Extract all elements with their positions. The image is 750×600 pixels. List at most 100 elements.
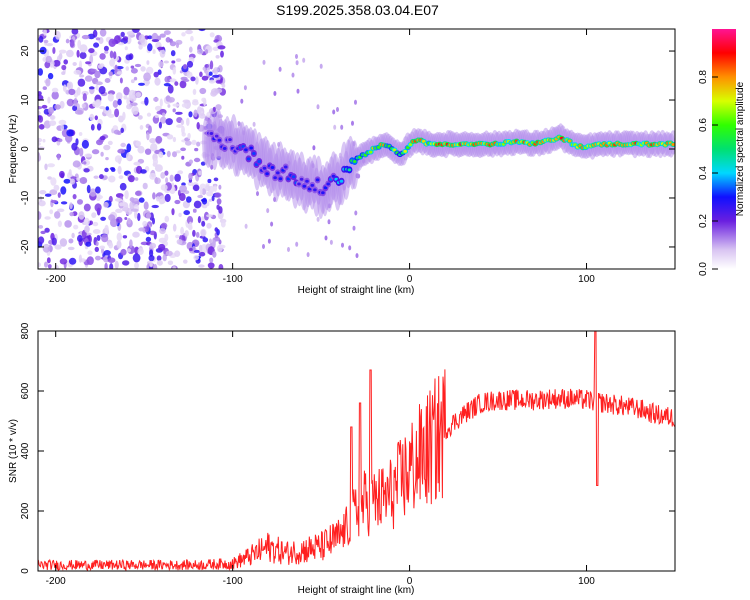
noise-speck: [117, 98, 122, 106]
noise-speck: [165, 250, 173, 256]
noise-speck: [47, 72, 54, 80]
noise-speck: [167, 104, 171, 108]
noise-speck: [183, 259, 188, 264]
noise-speck: [198, 264, 205, 268]
noise-speck: [65, 38, 70, 44]
noise-speck: [312, 145, 316, 151]
noise-speck: [171, 208, 175, 216]
noise-speck: [120, 31, 125, 37]
noise-speck: [206, 214, 213, 218]
noise-speck: [296, 88, 300, 94]
noise-speck: [116, 240, 122, 249]
noise-speck: [72, 194, 77, 200]
chart-title: S199.2025.358.03.04.E07: [276, 2, 439, 18]
noise-speck: [187, 181, 194, 186]
noise-speck: [201, 75, 209, 81]
noise-speck: [45, 78, 51, 87]
ridge-core: [244, 148, 248, 152]
noise-speck: [178, 193, 186, 201]
noise-speck: [43, 39, 49, 44]
noise-speck: [166, 150, 171, 158]
noise-speck: [85, 61, 92, 65]
noise-speck: [158, 61, 164, 68]
noise-speck: [199, 187, 203, 196]
noise-speck: [119, 182, 127, 191]
noise-speck: [98, 86, 106, 95]
noise-speck: [66, 129, 74, 137]
noise-speck: [204, 64, 209, 68]
noise-speck: [183, 79, 190, 82]
noise-speck: [127, 175, 135, 183]
noise-speck: [44, 261, 48, 268]
noise-speck: [208, 198, 213, 202]
noise-speck: [137, 115, 143, 120]
noise-speck: [63, 178, 71, 184]
noise-speck: [76, 49, 80, 58]
x-tick-label: -200: [46, 274, 66, 285]
noise-speck: [38, 91, 42, 96]
noise-speck: [38, 35, 44, 43]
noise-speck: [195, 231, 200, 238]
noise-speck: [208, 71, 213, 76]
noise-speck: [154, 177, 161, 185]
ridge-core: [228, 138, 232, 142]
noise-speck: [77, 234, 83, 243]
ridge-core: [392, 148, 397, 152]
noise-speck: [355, 253, 359, 259]
noise-speck: [69, 178, 76, 185]
noise-speck: [103, 201, 109, 208]
noise-speck: [73, 224, 79, 230]
noise-speck: [295, 54, 298, 59]
noise-speck: [218, 184, 222, 190]
x-tick-label: -100: [223, 274, 243, 285]
noise-speck: [188, 172, 193, 181]
noise-speck: [128, 89, 136, 99]
noise-speck: [154, 114, 159, 119]
x-tick-label: 0: [407, 576, 413, 587]
noise-speck: [108, 175, 116, 183]
ridge-core: [408, 143, 413, 147]
noise-speck: [153, 71, 159, 78]
noise-speck: [165, 177, 169, 184]
noise-speck: [176, 42, 179, 49]
noise-speck: [193, 249, 201, 253]
noise-speck: [124, 190, 129, 200]
noise-speck: [162, 112, 166, 117]
noise-speck: [221, 83, 226, 88]
noise-speck: [57, 220, 63, 228]
noise-speck: [122, 260, 130, 266]
noise-speck: [214, 88, 223, 94]
noise-speck: [54, 211, 61, 219]
noise-speck: [144, 148, 152, 155]
ridge-core: [276, 171, 280, 175]
y-tick-label: 400: [20, 442, 31, 459]
ridge-core: [406, 146, 410, 150]
noise-speck: [38, 94, 44, 101]
noise-speck: [131, 105, 139, 115]
noise-speck: [139, 125, 144, 130]
noise-speck: [351, 120, 354, 126]
noise-speck: [188, 221, 193, 229]
noise-speck: [155, 135, 163, 144]
noise-speck: [146, 131, 150, 141]
noise-speck: [348, 245, 352, 251]
y-tick-label: 0: [20, 568, 31, 574]
noise-speck: [146, 112, 152, 117]
noise-speck: [138, 82, 145, 86]
x-tick-label: -100: [223, 576, 243, 587]
ridge-core: [567, 139, 572, 143]
noise-speck: [262, 244, 265, 249]
ridge-core: [217, 138, 222, 142]
noise-speck: [118, 42, 125, 46]
noise-speck: [193, 109, 198, 118]
noise-speck: [119, 202, 125, 207]
noise-speck: [252, 121, 256, 127]
noise-speck: [188, 111, 193, 118]
noise-speck: [151, 39, 159, 43]
noise-speck: [167, 260, 174, 266]
noise-speck: [197, 48, 204, 55]
noise-speck: [164, 170, 169, 176]
noise-speck: [145, 80, 150, 85]
ridge-core: [222, 147, 227, 150]
